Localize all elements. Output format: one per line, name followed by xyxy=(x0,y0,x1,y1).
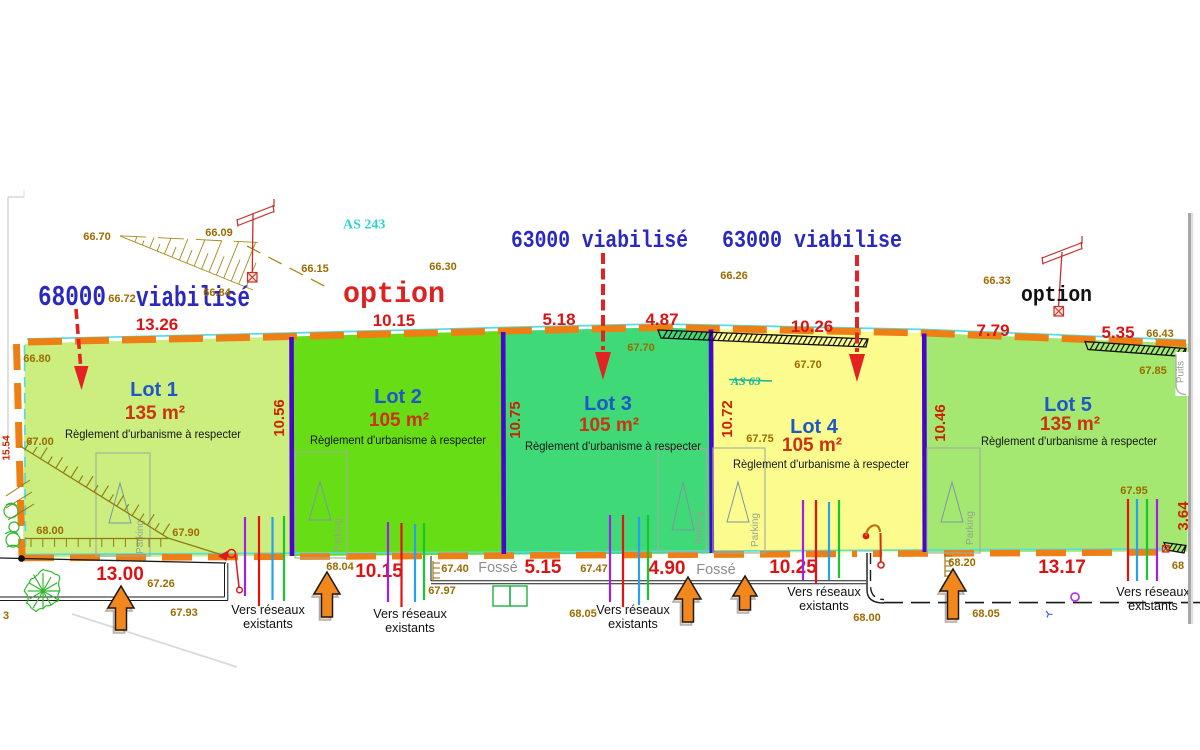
svg-text:67.75: 67.75 xyxy=(746,433,774,445)
svg-text:67.00: 67.00 xyxy=(26,436,54,448)
svg-text:10.25: 10.25 xyxy=(769,557,817,578)
svg-text:66.80: 66.80 xyxy=(23,353,51,365)
svg-text:5.35: 5.35 xyxy=(1101,323,1134,342)
svg-text:Parking: Parking xyxy=(135,520,146,554)
svg-text:3: 3 xyxy=(3,610,9,622)
svg-text:Vers réseaux: Vers réseaux xyxy=(596,603,670,617)
svg-text:15.54: 15.54 xyxy=(2,435,13,460)
svg-text:option: option xyxy=(343,278,445,312)
svg-text:105 m²: 105 m² xyxy=(782,435,842,456)
svg-text:10.56: 10.56 xyxy=(271,399,288,437)
svg-text:existants: existants xyxy=(385,621,435,635)
svg-text:4.87: 4.87 xyxy=(645,310,678,329)
svg-text:67.70: 67.70 xyxy=(794,359,822,371)
svg-text:66.15: 66.15 xyxy=(301,263,329,275)
svg-text:5.18: 5.18 xyxy=(542,310,575,329)
svg-text:13.00: 13.00 xyxy=(96,564,144,585)
svg-text:existants: existants xyxy=(1128,599,1178,613)
svg-text:Lot 5: Lot 5 xyxy=(1044,394,1092,416)
svg-text:Règlement d'urbanisme à respec: Règlement d'urbanisme à respecter xyxy=(310,433,486,447)
svg-text:67.26: 67.26 xyxy=(147,578,175,590)
svg-text:135 m²: 135 m² xyxy=(1040,414,1100,435)
svg-text:67.90: 67.90 xyxy=(172,527,200,539)
svg-text:67.70: 67.70 xyxy=(627,342,655,354)
svg-text:66.26: 66.26 xyxy=(720,270,748,282)
svg-text:68: 68 xyxy=(1172,560,1184,572)
svg-text:10.72: 10.72 xyxy=(719,400,736,438)
svg-text:66.72: 66.72 xyxy=(108,293,136,305)
svg-text:Règlement d'urbanisme à respec: Règlement d'urbanisme à respecter xyxy=(65,427,241,441)
svg-text:66.30: 66.30 xyxy=(429,261,457,273)
svg-text:67.97: 67.97 xyxy=(428,585,456,597)
svg-text:option: option xyxy=(1021,283,1092,308)
svg-text:Puits: Puits xyxy=(1176,361,1187,383)
svg-text:68.05: 68.05 xyxy=(569,608,597,620)
svg-text:Parking: Parking xyxy=(750,513,761,547)
svg-text:66.33: 66.33 xyxy=(983,275,1011,287)
svg-text:66.70: 66.70 xyxy=(83,231,111,243)
svg-text:68.20: 68.20 xyxy=(948,557,976,569)
svg-text:10.46: 10.46 xyxy=(932,404,949,442)
svg-text:63000 viabilisé: 63000 viabilisé xyxy=(511,228,688,255)
svg-text:10.15: 10.15 xyxy=(373,311,416,330)
svg-text:68.00: 68.00 xyxy=(36,525,64,537)
svg-text:Vers réseaux: Vers réseaux xyxy=(231,603,305,617)
svg-text:Lot 1: Lot 1 xyxy=(130,379,178,401)
svg-text:Fossé: Fossé xyxy=(478,560,518,576)
svg-text:AS 63: AS 63 xyxy=(730,374,761,388)
svg-text:Lot 3: Lot 3 xyxy=(584,393,632,415)
svg-text:4.90: 4.90 xyxy=(649,558,686,579)
svg-text:68.05: 68.05 xyxy=(972,608,1000,620)
svg-text:existants: existants xyxy=(799,599,849,613)
svg-text:5.15: 5.15 xyxy=(525,557,562,578)
svg-text:Lot 4: Lot 4 xyxy=(790,416,839,438)
svg-text:Règlement d'urbanisme à respec: Règlement d'urbanisme à respecter xyxy=(733,457,909,471)
svg-text:existants: existants xyxy=(243,617,293,631)
svg-text:10.75: 10.75 xyxy=(507,401,524,439)
svg-text:Fossé: Fossé xyxy=(696,562,736,578)
svg-text:3.64: 3.64 xyxy=(1175,501,1192,531)
svg-text:66.43: 66.43 xyxy=(1146,328,1174,340)
svg-text:67.85: 67.85 xyxy=(1139,365,1167,377)
svg-text:7.79: 7.79 xyxy=(976,321,1009,340)
svg-text:AS 243: AS 243 xyxy=(343,218,385,233)
svg-text:existants: existants xyxy=(608,617,658,631)
svg-text:10.26: 10.26 xyxy=(791,317,834,336)
svg-text:Vers réseaux: Vers réseaux xyxy=(373,607,447,621)
svg-text:10.15: 10.15 xyxy=(355,561,403,582)
svg-text:105 m²: 105 m² xyxy=(579,415,639,436)
svg-text:Vers réseaux: Vers réseaux xyxy=(1116,585,1190,599)
svg-text:67.93: 67.93 xyxy=(170,607,198,619)
svg-text:Règlement d'urbanisme à respec: Règlement d'urbanisme à respecter xyxy=(525,439,701,453)
svg-text:Parking: Parking xyxy=(333,518,344,552)
svg-text:Règlement d'urbanisme à respec: Règlement d'urbanisme à respecter xyxy=(981,434,1157,448)
svg-text:66.84: 66.84 xyxy=(203,287,231,299)
svg-text:13.17: 13.17 xyxy=(1038,557,1086,578)
svg-text:67.47: 67.47 xyxy=(580,563,608,575)
svg-text:13.26: 13.26 xyxy=(136,315,179,334)
svg-text:68.04: 68.04 xyxy=(326,561,354,573)
svg-text:viabilisé: viabilisé xyxy=(136,282,250,315)
svg-text:Lot 2: Lot 2 xyxy=(374,386,422,408)
svg-text:63000 viabilise: 63000 viabilise xyxy=(722,228,902,255)
svg-text:Vers réseaux: Vers réseaux xyxy=(787,585,861,599)
svg-text:68000: 68000 xyxy=(38,281,106,314)
svg-text:68.00: 68.00 xyxy=(853,612,881,624)
svg-text:105 m²: 105 m² xyxy=(369,410,429,431)
svg-text:67.95: 67.95 xyxy=(1120,485,1148,497)
svg-text:Parking: Parking xyxy=(965,511,976,545)
svg-text:67.40: 67.40 xyxy=(441,563,469,575)
svg-text:135 m²: 135 m² xyxy=(125,403,185,424)
svg-text:Parking: Parking xyxy=(694,511,705,545)
svg-text:66.09: 66.09 xyxy=(205,227,233,239)
